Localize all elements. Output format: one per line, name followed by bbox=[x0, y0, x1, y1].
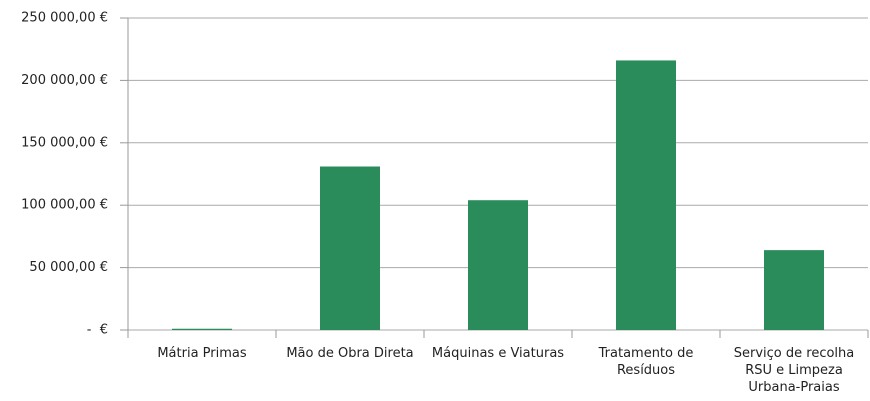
x-tick-label: Máquinas e Viaturas bbox=[431, 346, 565, 361]
y-tick-label: 50 000,00 € bbox=[29, 260, 108, 275]
x-tick-label: Tratamento de Resíduos bbox=[598, 346, 694, 378]
y-tick-label: 250 000,00 € bbox=[21, 11, 108, 26]
x-tick-label: Serviço de recolha RSU e Limpeza Urbana-… bbox=[733, 346, 855, 395]
bar bbox=[320, 166, 380, 330]
y-tick-label: - € bbox=[87, 323, 108, 338]
y-tick-label: 150 000,00 € bbox=[21, 135, 108, 150]
x-tick-label: Mátria Primas bbox=[157, 346, 247, 361]
bar bbox=[172, 328, 232, 330]
x-tick-label: Mão de Obra Direta bbox=[286, 346, 414, 361]
y-tick-label: 100 000,00 € bbox=[21, 198, 108, 213]
y-tick-label: 200 000,00 € bbox=[21, 73, 108, 88]
bar bbox=[468, 200, 528, 330]
bar bbox=[764, 250, 824, 330]
bar bbox=[616, 60, 676, 330]
